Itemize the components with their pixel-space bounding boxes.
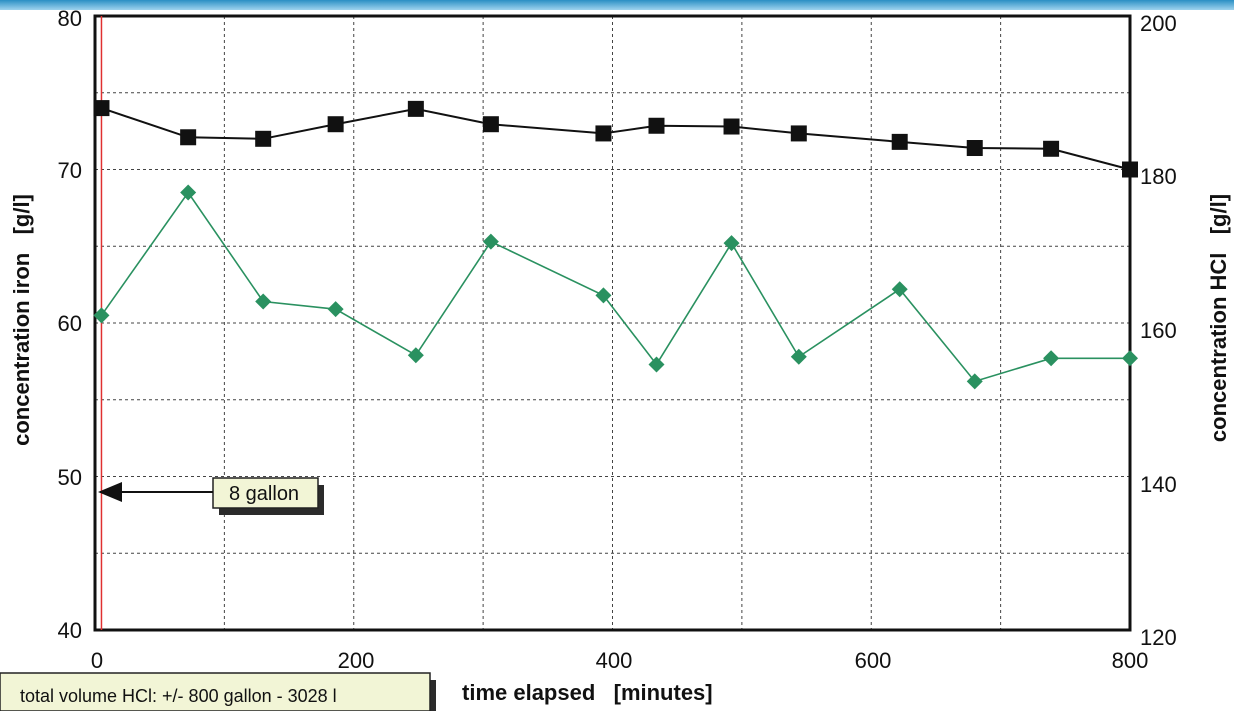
iron-data-point	[966, 373, 983, 390]
hcl-data-point	[595, 125, 612, 142]
iron-data-point	[327, 301, 344, 318]
x-tick-label: 200	[338, 648, 375, 673]
hcl-data-point	[93, 100, 110, 117]
left-y-tick-label: 60	[58, 311, 82, 336]
hcl-data-point	[255, 130, 272, 147]
note-box	[0, 672, 431, 711]
hcl-data-point	[648, 117, 665, 134]
left-y-tick-label: 50	[58, 465, 82, 490]
right-axis-title: concentration HCl [g/l]	[1206, 194, 1231, 442]
hcl-data-point	[327, 116, 344, 133]
x-axis-tick-labels: 0 200 400 600 800	[91, 648, 1148, 673]
iron-data-point	[648, 356, 665, 373]
right-y-tick-label: 200	[1140, 11, 1177, 36]
right-y-tick-label: 160	[1140, 318, 1177, 343]
iron-data-point	[93, 307, 110, 324]
iron-series-line	[100, 191, 1130, 383]
total-volume-note: total volume HCl: +/- 800 gallon - 3028 …	[0, 672, 436, 711]
iron-data-point	[595, 287, 612, 304]
iron-data-point	[1043, 350, 1060, 367]
x-axis-title: time elapsed [minutes]	[462, 680, 713, 705]
hcl-data-point	[1122, 161, 1138, 178]
plot-area-frame	[93, 14, 1132, 632]
right-y-tick-label: 120	[1140, 625, 1177, 650]
callout-box	[212, 477, 319, 509]
right-axis-tick-labels: 120 140 160 180 200	[1140, 11, 1177, 650]
iron-data-point	[1122, 350, 1138, 367]
top-border-band	[0, 0, 1234, 10]
hcl-data-point	[180, 129, 197, 146]
left-y-tick-label: 70	[58, 158, 82, 183]
right-y-tick-label: 140	[1140, 472, 1177, 497]
data-series	[93, 100, 1138, 390]
callout-8-gallon: 8 gallon	[98, 477, 324, 515]
left-axis-tick-labels: 40 50 60 70 80	[58, 6, 82, 643]
left-y-tick-label: 40	[58, 618, 82, 643]
x-tick-label: 800	[1112, 648, 1149, 673]
grid-lines	[95, 16, 1130, 630]
iron-data-point	[723, 235, 740, 252]
callout-label: 8 gallon	[229, 483, 299, 505]
iron-data-point	[891, 281, 908, 298]
hcl-data-point	[407, 100, 424, 117]
x-tick-label: 600	[855, 648, 892, 673]
left-y-tick-label: 80	[58, 6, 82, 31]
x-tick-label: 400	[596, 648, 633, 673]
iron-data-point	[180, 184, 197, 201]
hcl-data-point	[891, 133, 908, 150]
iron-data-point	[790, 348, 807, 365]
hcl-data-point	[482, 116, 499, 133]
note-label: total volume HCl: +/- 800 gallon - 3028 …	[20, 686, 337, 706]
hcl-data-point	[723, 118, 740, 135]
iron-data-point	[482, 233, 499, 250]
iron-data-point	[255, 293, 272, 310]
hcl-data-point	[790, 125, 807, 142]
x-tick-label: 0	[91, 648, 103, 673]
hcl-data-point	[966, 140, 983, 157]
right-y-tick-label: 180	[1140, 164, 1177, 189]
hcl-data-point	[1043, 140, 1060, 157]
iron-data-point	[407, 347, 424, 364]
left-axis-title: concentration iron [g/l]	[9, 194, 34, 446]
hcl-series-line	[101, 107, 1131, 171]
